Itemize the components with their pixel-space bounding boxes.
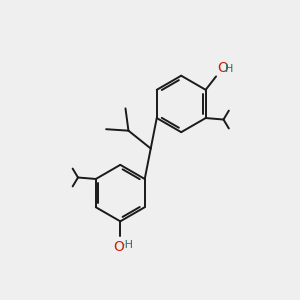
Text: O: O (114, 240, 124, 254)
Text: H: H (224, 64, 233, 74)
Text: ·H: ·H (122, 240, 134, 250)
Text: O: O (217, 61, 228, 75)
